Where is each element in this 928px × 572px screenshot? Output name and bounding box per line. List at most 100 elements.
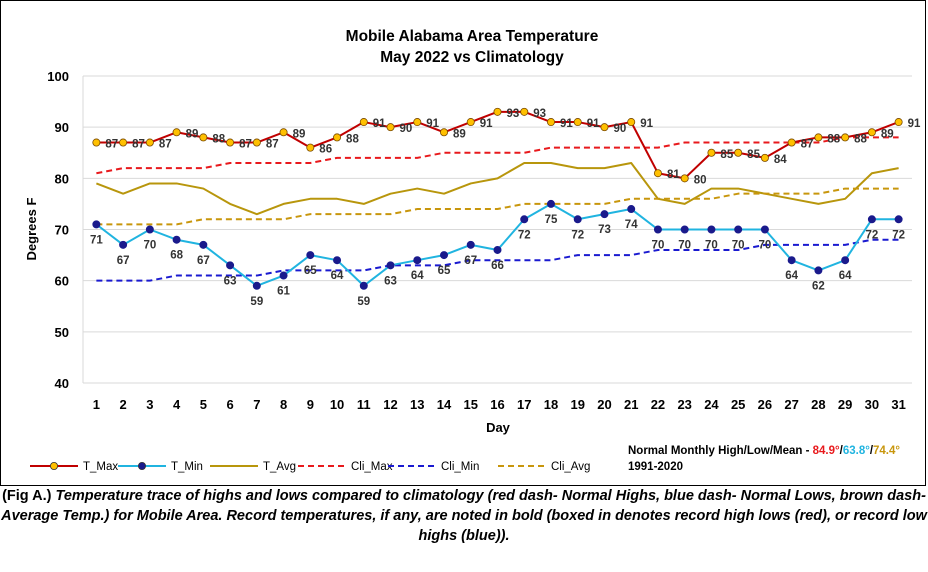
series-line-t-min bbox=[95, 202, 899, 287]
data-point-t-max bbox=[520, 107, 529, 116]
chart-title: Mobile Alabama Area Temperature bbox=[346, 28, 599, 45]
data-point-t-max bbox=[760, 153, 769, 162]
data-label-t-min: 67 bbox=[464, 255, 477, 267]
data-label-t-min: 67 bbox=[197, 255, 210, 267]
data-label-t-max: 93 bbox=[533, 108, 546, 120]
x-tick-label: 7 bbox=[253, 397, 260, 412]
data-label-t-min: 72 bbox=[892, 229, 905, 241]
series-line-cli-max bbox=[96, 136, 899, 175]
data-point-t-max bbox=[252, 138, 261, 147]
normals-sep-1: / bbox=[839, 445, 843, 457]
data-label-t-min: 72 bbox=[518, 229, 531, 241]
normals-sep-2: / bbox=[869, 445, 874, 457]
data-label-t-max: 93 bbox=[507, 108, 520, 120]
data-point-t-min bbox=[894, 215, 903, 224]
x-tick-label: 26 bbox=[758, 397, 772, 412]
data-label-t-min: 59 bbox=[250, 296, 263, 308]
data-point-t-min bbox=[814, 266, 823, 275]
data-point-t-max bbox=[145, 138, 154, 147]
data-label-t-max: 89 bbox=[293, 128, 306, 140]
x-tick-label: 21 bbox=[624, 397, 638, 412]
data-point-t-max bbox=[814, 133, 823, 142]
data-label-t-max: 91 bbox=[480, 118, 493, 130]
data-point-t-min bbox=[92, 220, 101, 229]
x-tick-label: 2 bbox=[119, 397, 126, 412]
data-label-t-min: 71 bbox=[90, 234, 103, 246]
x-tick-label: 12 bbox=[383, 397, 397, 412]
legend-label-t-min: T_Min bbox=[171, 461, 203, 473]
x-tick-label: 1 bbox=[93, 397, 100, 412]
x-tick-label: 20 bbox=[597, 397, 611, 412]
data-point-t-min bbox=[119, 240, 128, 249]
data-label-t-min: 64 bbox=[411, 270, 424, 282]
x-tick-label: 5 bbox=[200, 397, 207, 412]
data-point-t-max bbox=[734, 148, 743, 157]
normals-period: 1991-2020 bbox=[628, 461, 683, 473]
data-point-t-min bbox=[440, 251, 449, 260]
data-point-t-min bbox=[252, 281, 261, 290]
data-point-t-min bbox=[226, 261, 235, 270]
data-point-t-min bbox=[680, 225, 689, 234]
x-tick-label: 19 bbox=[570, 397, 584, 412]
data-point-t-max bbox=[466, 118, 475, 127]
data-point-t-min bbox=[600, 210, 609, 219]
data-point-t-min bbox=[841, 256, 850, 265]
data-label-t-max: 87 bbox=[132, 139, 145, 151]
data-label-t-max: 88 bbox=[854, 133, 867, 145]
y-tick-label: 80 bbox=[55, 171, 69, 186]
y-axis-title: Degrees F bbox=[24, 198, 39, 261]
data-label-t-max: 88 bbox=[212, 133, 225, 145]
x-tick-label: 16 bbox=[490, 397, 504, 412]
legend-label-cli-avg: Cli_Avg bbox=[551, 461, 590, 473]
data-label-t-min: 68 bbox=[170, 250, 183, 262]
legend-label-t-max: T_Max bbox=[83, 461, 118, 473]
x-tick-label: 29 bbox=[838, 397, 852, 412]
data-point-t-max bbox=[306, 143, 315, 152]
data-label-t-max: 91 bbox=[640, 118, 653, 130]
x-tick-label: 27 bbox=[784, 397, 798, 412]
x-tick-label: 14 bbox=[437, 397, 452, 412]
data-point-t-max bbox=[573, 118, 582, 127]
data-point-t-min bbox=[573, 215, 582, 224]
x-tick-label: 23 bbox=[677, 397, 691, 412]
data-point-t-max bbox=[119, 138, 128, 147]
x-tick-label: 25 bbox=[731, 397, 745, 412]
data-label-t-max: 85 bbox=[720, 149, 733, 161]
data-point-t-max bbox=[841, 133, 850, 142]
data-label-t-max: 86 bbox=[319, 144, 332, 156]
chart-subtitle: May 2022 vs Climatology bbox=[380, 49, 564, 66]
data-point-t-min bbox=[333, 256, 342, 265]
normals-line: Normal Monthly High/Low/Mean - 84.9°/63.… bbox=[628, 443, 900, 459]
x-tick-label: 28 bbox=[811, 397, 825, 412]
data-label-t-min: 66 bbox=[491, 260, 504, 272]
data-point-t-max bbox=[894, 118, 903, 127]
data-label-t-max: 91 bbox=[587, 118, 600, 130]
data-point-t-max bbox=[92, 138, 101, 147]
x-tick-label: 24 bbox=[704, 397, 719, 412]
data-point-t-max bbox=[653, 169, 662, 178]
data-point-t-max bbox=[199, 133, 208, 142]
legend-marker-t-max bbox=[50, 461, 59, 470]
data-label-t-max: 84 bbox=[774, 154, 787, 166]
x-axis-title: Day bbox=[486, 420, 511, 435]
normals-note: Normal Monthly High/Low/Mean - 84.9°/63.… bbox=[628, 443, 900, 475]
data-point-t-max bbox=[172, 128, 181, 137]
data-label-t-max: 91 bbox=[908, 118, 921, 130]
data-point-t-min bbox=[359, 281, 368, 290]
x-tick-label: 8 bbox=[280, 397, 287, 412]
data-label-t-min: 67 bbox=[117, 255, 130, 267]
data-label-t-max: 87 bbox=[105, 139, 118, 151]
data-label-t-max: 90 bbox=[400, 123, 413, 135]
data-point-t-max bbox=[386, 123, 395, 132]
x-tick-label: 11 bbox=[357, 397, 371, 412]
chart-frame bbox=[0, 0, 926, 486]
legend-label-cli-max: Cli_Max bbox=[351, 461, 393, 473]
data-label-t-min: 73 bbox=[598, 224, 611, 236]
data-label-t-min: 72 bbox=[571, 229, 584, 241]
data-label-t-min: 64 bbox=[785, 270, 798, 282]
data-label-t-min: 62 bbox=[812, 280, 825, 292]
data-label-t-max: 85 bbox=[747, 149, 760, 161]
caption-body: Temperature trace of highs and lows comp… bbox=[1, 488, 927, 544]
data-label-t-min: 59 bbox=[357, 296, 370, 308]
data-label-t-min: 70 bbox=[759, 240, 772, 252]
